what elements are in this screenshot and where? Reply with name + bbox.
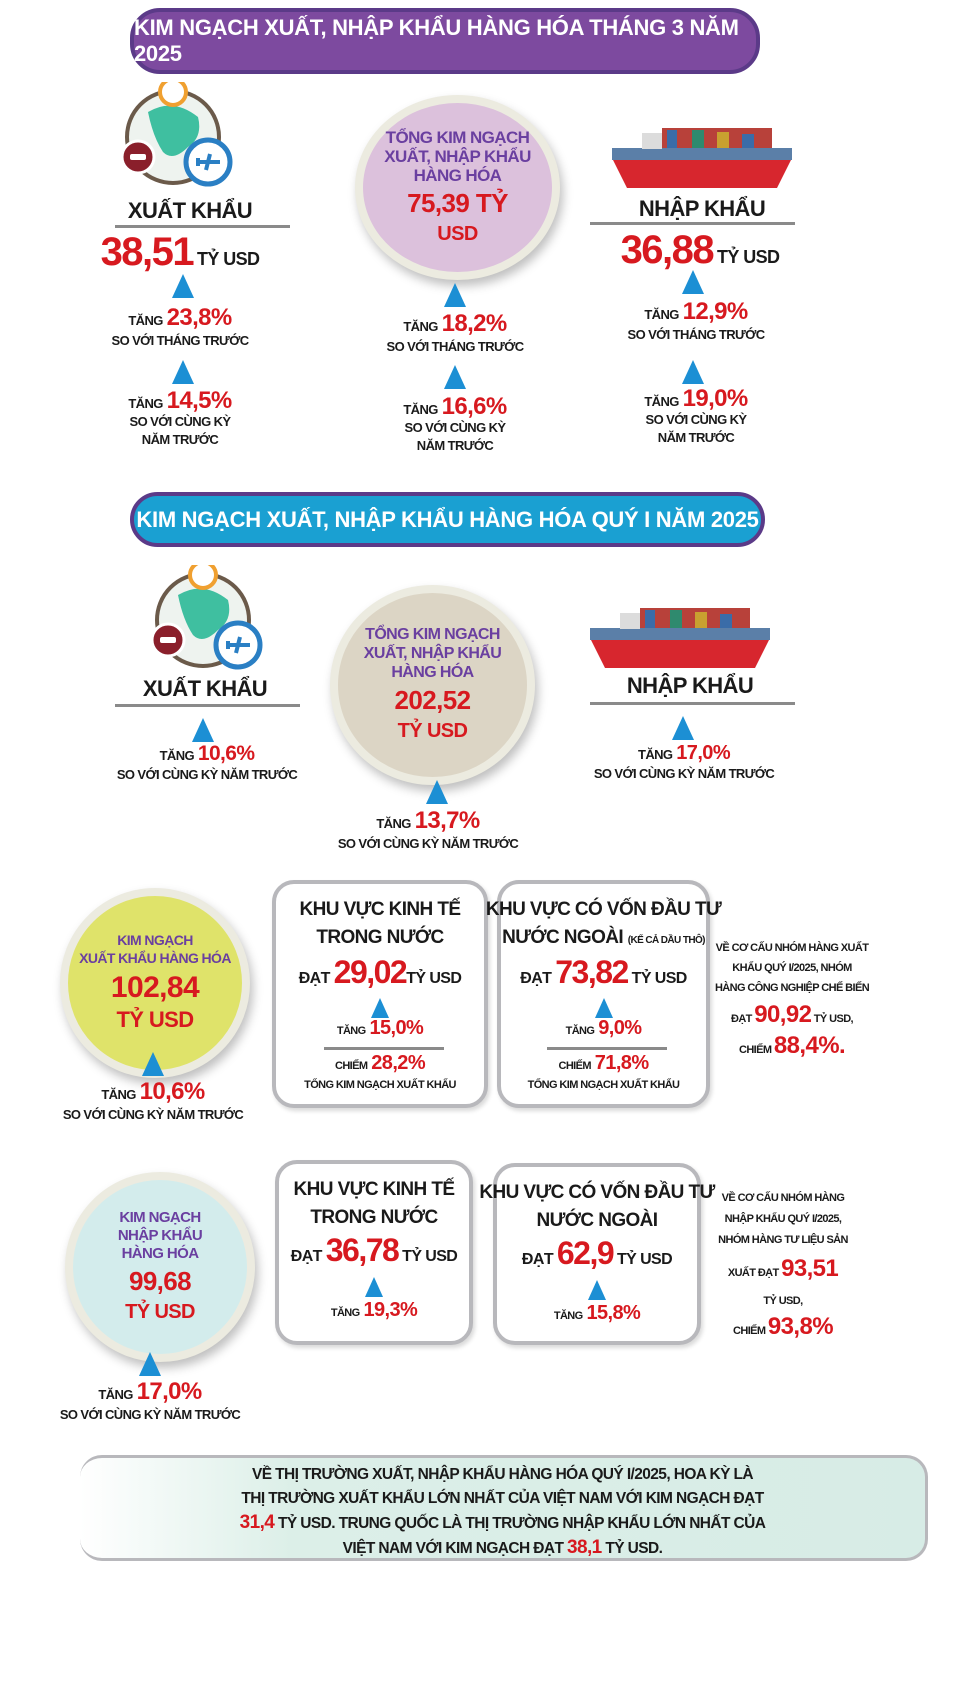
- import-fdi-box: KHU VỰC CÓ VỐN ĐẦU TƯ NƯỚC NGOÀI ĐẠT 62,9…: [479, 1163, 715, 1345]
- up-arrow-icon: [365, 1277, 383, 1297]
- divider: [590, 222, 795, 225]
- up-arrow-icon: [172, 274, 194, 298]
- export-domestic-box: KHU VỰC KINH TẾ TRONG NƯỚC ĐẠT 29,02TỶ US…: [272, 880, 488, 1108]
- exports-value: 38,51 TỶ USD: [100, 230, 260, 274]
- divider: [324, 1047, 444, 1050]
- q-exports-label: XUẤT KHẨU: [142, 676, 268, 701]
- imports-mom: TĂNG 12,9% SO VỚI THÁNG TRƯỚC: [627, 298, 766, 342]
- import-yoy: TĂNG 17,0% SO VỚI CÙNG KỲ NĂM TRƯỚC: [59, 1378, 241, 1422]
- export-total-circle: KIM NGẠCH XUẤT KHẨU HÀNG HÓA 102,84 TỶ USD: [60, 888, 250, 1078]
- up-arrow-icon: [444, 365, 466, 389]
- imports-label: NHẬP KHẨU: [638, 196, 766, 221]
- up-arrow-icon: [444, 283, 466, 307]
- up-arrow-icon: [682, 360, 704, 384]
- up-arrow-icon: [172, 360, 194, 384]
- up-arrow-icon: [682, 270, 704, 294]
- import-domestic-box: KHU VỰC KINH TẾ TRONG NƯỚC ĐẠT 36,78 TỶ U…: [275, 1160, 473, 1345]
- up-arrow-icon: [192, 718, 214, 742]
- divider: [115, 704, 300, 707]
- export-fdi-box: KHU VỰC CÓ VỐN ĐẦU TƯ NƯỚC NGOÀI (KỂ CẢ D…: [486, 880, 722, 1108]
- monthly-total-circle: TỔNG KIM NGẠCH XUẤT, NHẬP KHẨU HÀNG HÓA 75…: [355, 95, 560, 280]
- export-yoy: TĂNG 10,6% SO VỚI CÙNG KỲ NĂM TRƯỚC: [62, 1078, 244, 1122]
- exports-label: XUẤT KHẨU: [127, 198, 253, 223]
- quarter-total-circle: TỔNG KIM NGẠCH XUẤT, NHẬP KHẨU HÀNG HÓA 20…: [330, 585, 535, 785]
- import-structure-note: VỀ CƠ CẤU NHÓM HÀNG NHẬP KHẨU QUÝ I/2025,…: [718, 1192, 848, 1340]
- exports-mom: TĂNG 23,8% SO VỚI THÁNG TRƯỚC: [111, 304, 250, 348]
- divider: [547, 1047, 667, 1050]
- up-arrow-icon: [672, 716, 694, 740]
- quarter-header: KIM NGẠCH XUẤT, NHẬP KHẨU HÀNG HÓA QUÝ I…: [130, 492, 765, 547]
- total-mom: TĂNG 18,2% SO VỚI THÁNG TRƯỚC: [386, 310, 525, 354]
- quarter-title: KIM NGẠCH XUẤT, NHẬP KHẨU HÀNG HÓA QUÝ I…: [136, 506, 759, 532]
- globe-icon: [148, 565, 268, 675]
- up-arrow-icon: [594, 998, 613, 1018]
- imports-yoy: TĂNG 19,0% SO VỚI CÙNG KỲ NĂM TRƯỚC: [644, 385, 748, 446]
- cargo-ship-icon: [590, 608, 770, 668]
- import-total-circle: KIM NGẠCH NHẬP KHẨU HÀNG HÓA 99,68 TỶ USD: [65, 1172, 255, 1362]
- market-summary: VỀ THỊ TRƯỜNG XUẤT, NHẬP KHẨU HÀNG HÓA Q…: [80, 1455, 928, 1561]
- export-structure-note: VỀ CƠ CẤU NHÓM HÀNG XUẤT KHẨU QUÝ I/2025,…: [714, 942, 870, 1059]
- q-imports-label: NHẬP KHẨU: [626, 673, 754, 698]
- q-exports-yoy: TĂNG 10,6% SO VỚI CÙNG KỲ NĂM TRƯỚC: [116, 742, 298, 782]
- q-imports-yoy: TĂNG 17,0% SO VỚI CÙNG KỲ NĂM TRƯỚC: [593, 742, 775, 781]
- up-arrow-icon: [371, 998, 389, 1018]
- globe-icon: [118, 82, 238, 192]
- up-arrow-icon: [426, 780, 448, 804]
- monthly-header: KIM NGẠCH XUẤT, NHẬP KHẨU HÀNG HÓA THÁNG…: [130, 8, 760, 74]
- monthly-title: KIM NGẠCH XUẤT, NHẬP KHẨU HÀNG HÓA THÁNG…: [134, 15, 739, 66]
- cargo-ship-icon: [612, 128, 792, 188]
- exports-yoy: TĂNG 14,5% SO VỚI CÙNG KỲ NĂM TRƯỚC: [128, 387, 232, 448]
- up-arrow-icon: [588, 1280, 606, 1300]
- up-arrow-icon: [142, 1052, 164, 1076]
- divider: [590, 702, 795, 705]
- divider: [115, 225, 290, 228]
- imports-value: 36,88 TỶ USD: [620, 228, 780, 272]
- total-yoy: TĂNG 16,6% SO VỚI CÙNG KỲ NĂM TRƯỚC: [403, 393, 507, 454]
- q-total-yoy: TĂNG 13,7% SO VỚI CÙNG KỲ NĂM TRƯỚC: [337, 807, 519, 851]
- up-arrow-icon: [139, 1352, 161, 1376]
